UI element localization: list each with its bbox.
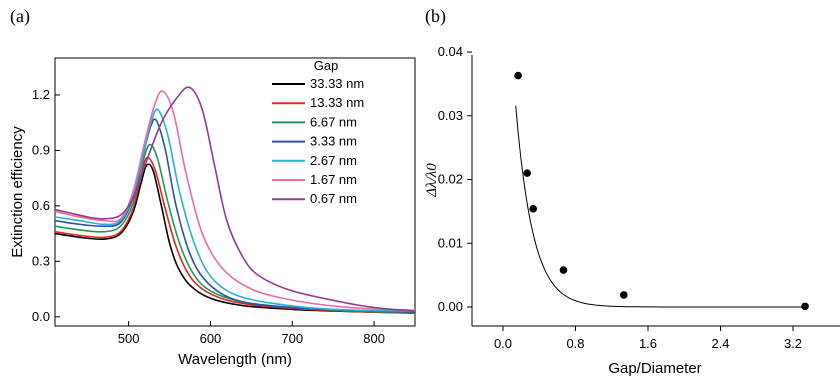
- chart-b-ticks: 0.0 0.8 1.6 2.4 3.2 0.00 0.01 0.02 0.03 0.04: [438, 44, 802, 351]
- x-tick-label: 1.6: [639, 336, 657, 351]
- y-tick-label: 0.9: [32, 142, 50, 157]
- panel-b-label: (b): [425, 6, 446, 27]
- data-point: [523, 169, 531, 177]
- chart-a: 500 600 700 800 0.0 0.3 0.6 0.9 1.2 Wavelength (…: [9, 57, 416, 368]
- y-tick-label: 0.3: [32, 253, 50, 268]
- legend-item-label: 6.67 nm: [310, 114, 357, 129]
- series-line: [54, 163, 416, 314]
- chart-a-y-axis-title: Extinction efficiency: [9, 126, 26, 258]
- series-line: [54, 86, 416, 312]
- chart-b-x-axis-title: Gap/Diameter: [608, 360, 701, 377]
- y-tick-label: 0.04: [438, 44, 463, 59]
- series-line: [54, 118, 416, 313]
- legend-item-label: 13.33 nm: [310, 95, 364, 110]
- data-point: [559, 266, 568, 274]
- chart-b-fit-curve: [515, 105, 807, 308]
- legend-item-label: 2.67 nm: [310, 153, 357, 168]
- x-tick-label: 500: [118, 331, 140, 346]
- x-tick-label: 0.8: [566, 336, 584, 351]
- legend-item-label: 33.33 nm: [310, 76, 364, 91]
- y-tick-label: 0.03: [438, 108, 463, 123]
- y-tick-label: 0.00: [438, 299, 463, 314]
- data-point: [529, 205, 537, 213]
- legend-item-label: 1.67 nm: [310, 172, 357, 187]
- x-tick-label: 2.4: [711, 336, 729, 351]
- chart-a-frame: [54, 57, 416, 327]
- x-tick-label: 0.0: [494, 336, 512, 351]
- series-line: [54, 143, 416, 313]
- data-point: [620, 291, 628, 299]
- x-tick-label: 800: [363, 331, 385, 346]
- chart-b: 0.0 0.8 1.6 2.4 3.2 0.00 0.01 0.02 0.03 0.04 Gap/…: [424, 44, 840, 377]
- y-tick-label: 0.01: [438, 235, 463, 250]
- chart-a-series: [54, 86, 416, 314]
- legend-item-label: 3.33 nm: [310, 134, 357, 149]
- chart-a-x-axis-title: Wavelength (nm): [178, 351, 292, 368]
- y-tick-label: 0.6: [32, 198, 50, 213]
- legend-title: Gap: [314, 58, 339, 73]
- chart-a-ticks: 500 600 700 800 0.0 0.3 0.6 0.9 1.2: [32, 87, 385, 346]
- series-line: [54, 90, 416, 312]
- x-tick-label: 600: [200, 331, 222, 346]
- panel-a-label: (a): [10, 6, 30, 27]
- y-tick-label: 0.0: [32, 309, 50, 324]
- x-tick-label: 700: [281, 331, 303, 346]
- series-line: [54, 108, 416, 312]
- y-tick-label: 0.02: [438, 172, 463, 187]
- y-tick-label: 1.2: [32, 87, 50, 102]
- x-tick-label: 3.2: [784, 336, 802, 351]
- data-point: [514, 71, 522, 80]
- chart-b-points: [514, 71, 809, 311]
- legend-item-label: 0.67 nm: [310, 191, 357, 206]
- series-line: [54, 156, 416, 314]
- chart-b-y-axis-title: Δλ/λ0: [424, 163, 440, 198]
- chart-a-legend: Gap 33.33 nm 13.33 nm 6.67 nm 3.33 nm 2.67 n…: [272, 58, 364, 206]
- data-point: [801, 302, 809, 311]
